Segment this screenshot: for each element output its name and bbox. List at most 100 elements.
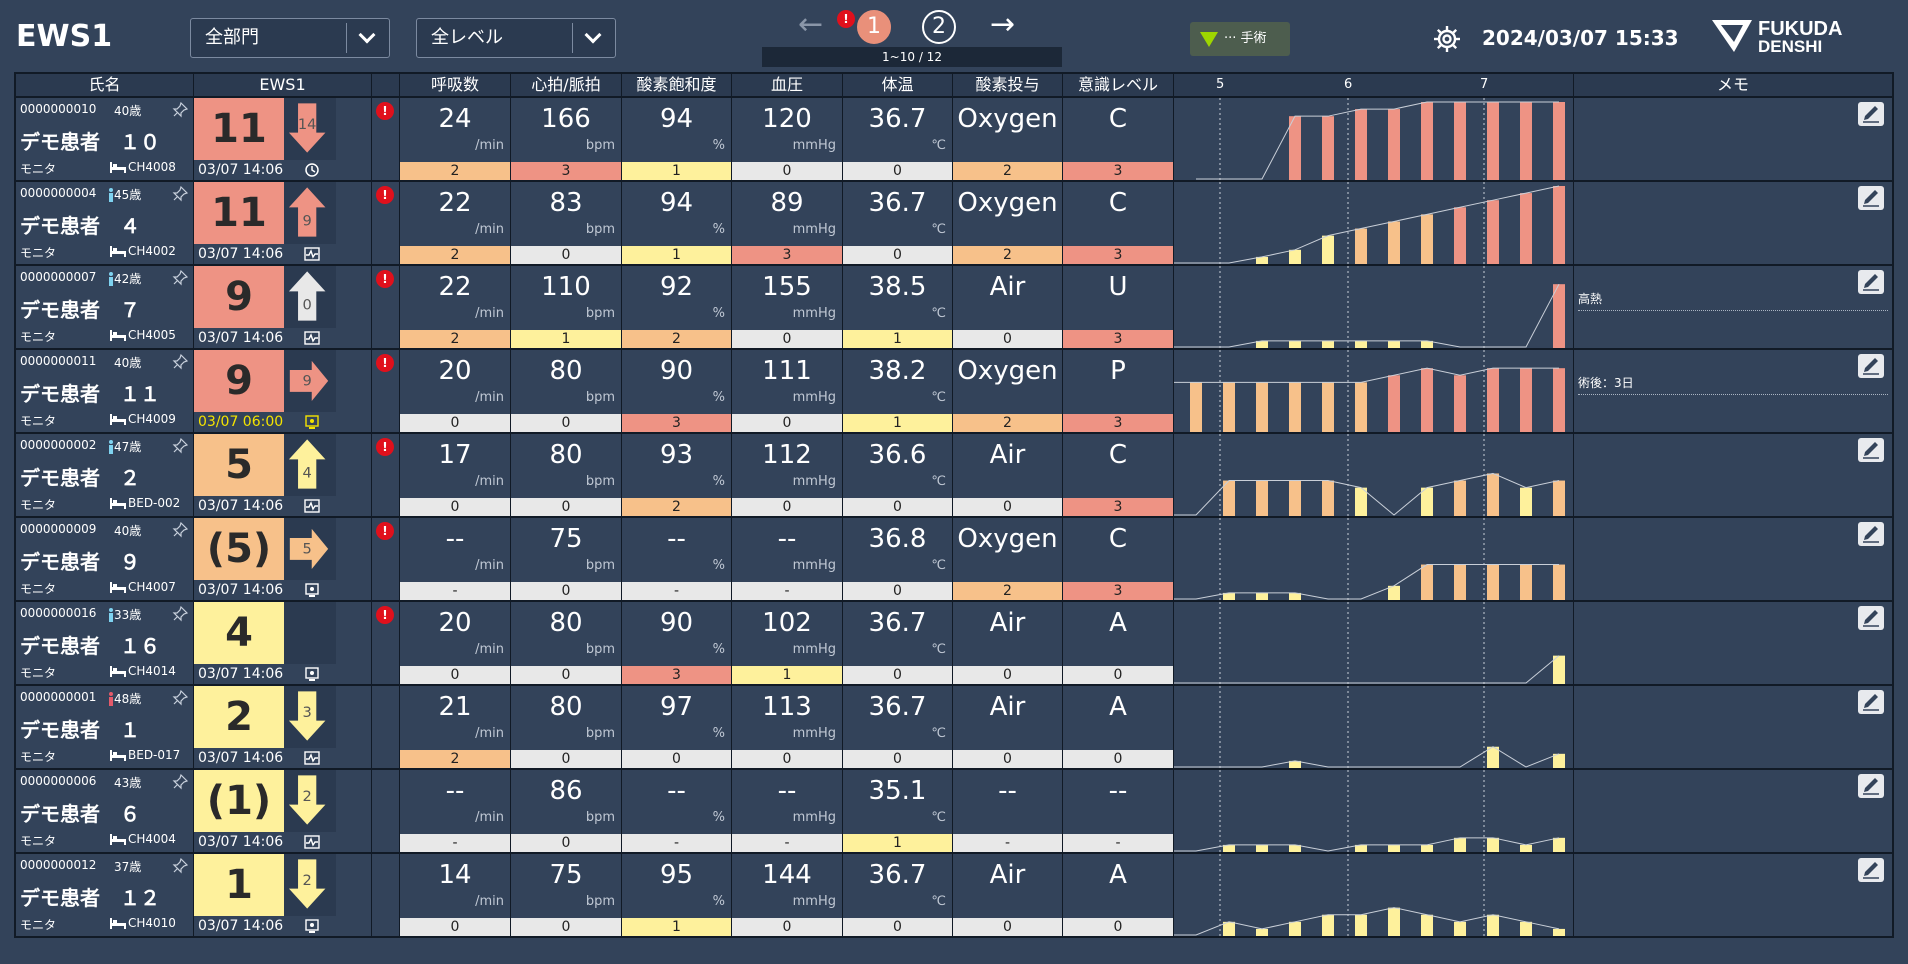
vital-spo2-cell[interactable]: 90% 3 [622, 350, 732, 432]
vital-o2-cell[interactable]: Oxygen 2 [953, 518, 1063, 600]
vital-hr-cell[interactable]: 80 bpm 0 [511, 686, 622, 768]
table-row[interactable]: 0000000012 37歳 デモ患者 １２ モニタ CH4010 1 2 03/… [16, 852, 1892, 936]
col-header-spo2[interactable]: 酸素飽和度 [622, 74, 732, 96]
memo-cell[interactable] [1574, 434, 1892, 516]
pin-icon[interactable] [172, 858, 188, 874]
vital-spo2-cell[interactable]: --% - [622, 770, 732, 852]
edit-pencil-icon[interactable] [1858, 102, 1884, 126]
vital-spo2-cell[interactable]: 94% 1 [622, 98, 732, 180]
department-dropdown[interactable]: 全部門 [190, 18, 390, 58]
ews-cell[interactable]: 11 14 03/07 14:06 [194, 98, 372, 180]
vital-bp-cell[interactable]: 113 mmHg 0 [732, 686, 843, 768]
vital-bp-cell[interactable]: 112 mmHg 0 [732, 434, 843, 516]
vital-spo2-cell[interactable]: 95% 1 [622, 854, 732, 936]
vital-temp-cell[interactable]: 36.7 ℃ 0 [843, 182, 953, 264]
patient-name-cell[interactable]: 0000000009 40歳 デモ患者 ９ モニタ CH4007 [16, 518, 194, 600]
vital-rr-cell[interactable]: 21/min 2 [400, 686, 511, 768]
vital-temp-cell[interactable]: 38.5 ℃ 1 [843, 266, 953, 348]
table-row[interactable]: 0000000011 40歳 デモ患者 １１ モニタ CH4009 9 9 03/… [16, 348, 1892, 432]
pin-icon[interactable] [172, 774, 188, 790]
ews-cell[interactable]: 1 2 03/07 14:06 [194, 854, 372, 936]
patient-name-cell[interactable]: 0000000001 48歳 デモ患者 １ モニタ BED-017 [16, 686, 194, 768]
edit-pencil-icon[interactable] [1858, 354, 1884, 378]
memo-cell[interactable] [1574, 686, 1892, 768]
alert-icon[interactable]: ! [376, 102, 394, 120]
vital-hr-cell[interactable]: 80 bpm 0 [511, 350, 622, 432]
gear-icon[interactable] [1432, 24, 1462, 54]
vital-hr-cell[interactable]: 80 bpm 0 [511, 434, 622, 516]
vital-hr-cell[interactable]: 110 bpm 1 [511, 266, 622, 348]
vital-rr-cell[interactable]: 14/min 0 [400, 854, 511, 936]
alert-icon[interactable]: ! [376, 186, 394, 204]
vital-spo2-cell[interactable]: 97% 0 [622, 686, 732, 768]
vital-o2-cell[interactable]: Oxygen 2 [953, 98, 1063, 180]
vital-temp-cell[interactable]: 36.6 ℃ 0 [843, 434, 953, 516]
vital-bp-cell[interactable]: 144 mmHg 0 [732, 854, 843, 936]
memo-cell[interactable] [1574, 98, 1892, 180]
ews-cell[interactable]: 5 4 03/07 14:06 [194, 434, 372, 516]
pin-icon[interactable] [172, 270, 188, 286]
pin-icon[interactable] [172, 102, 188, 118]
vital-o2-cell[interactable]: Air 0 [953, 854, 1063, 936]
patient-name-cell[interactable]: 0000000012 37歳 デモ患者 １２ モニタ CH4010 [16, 854, 194, 936]
patient-name-cell[interactable]: 0000000010 40歳 デモ患者 １０ モニタ CH4008 [16, 98, 194, 180]
vital-rr-cell[interactable]: 20/min 0 [400, 350, 511, 432]
patient-name-cell[interactable]: 0000000002 47歳 デモ患者 ２ モニタ BED-002 [16, 434, 194, 516]
edit-pencil-icon[interactable] [1858, 522, 1884, 546]
pin-icon[interactable] [172, 186, 188, 202]
vital-bp-cell[interactable]: 102 mmHg 1 [732, 602, 843, 684]
table-row[interactable]: 0000000004 45歳 デモ患者 ４ モニタ CH4002 11 9 03/… [16, 180, 1892, 264]
vital-temp-cell[interactable]: 36.7 ℃ 0 [843, 686, 953, 768]
vital-o2-cell[interactable]: Air 0 [953, 266, 1063, 348]
ews-cell[interactable]: 4 03/07 14:06 [194, 602, 372, 684]
col-header-hr[interactable]: 心拍/脈拍 [511, 74, 622, 96]
table-row[interactable]: 0000000001 48歳 デモ患者 １ モニタ BED-017 2 3 03/… [16, 684, 1892, 768]
alert-icon[interactable]: ! [376, 438, 394, 456]
pin-icon[interactable] [172, 606, 188, 622]
table-row[interactable]: 0000000010 40歳 デモ患者 １０ モニタ CH4008 11 14 0… [16, 96, 1892, 180]
col-header-rr[interactable]: 呼吸数 [400, 74, 511, 96]
vital-rr-cell[interactable]: 22/min 2 [400, 182, 511, 264]
patient-name-cell[interactable]: 0000000016 33歳 デモ患者 １６ モニタ CH4014 [16, 602, 194, 684]
vital-bp-cell[interactable]: 111 mmHg 0 [732, 350, 843, 432]
vital-bp-cell[interactable]: -- mmHg - [732, 518, 843, 600]
edit-pencil-icon[interactable] [1858, 774, 1884, 798]
edit-pencil-icon[interactable] [1858, 186, 1884, 210]
vital-o2-cell[interactable]: Air 0 [953, 602, 1063, 684]
prev-page-arrow-icon[interactable]: ← [798, 7, 824, 42]
vital-spo2-cell[interactable]: 92% 2 [622, 266, 732, 348]
col-header-name[interactable]: 氏名 [16, 74, 194, 96]
alert-icon[interactable]: ! [376, 270, 394, 288]
vital-hr-cell[interactable]: 80 bpm 0 [511, 602, 622, 684]
edit-pencil-icon[interactable] [1858, 858, 1884, 882]
vital-bp-cell[interactable]: 120 mmHg 0 [732, 98, 843, 180]
ews-cell[interactable]: 2 3 03/07 14:06 [194, 686, 372, 768]
patient-name-cell[interactable]: 0000000004 45歳 デモ患者 ４ モニタ CH4002 [16, 182, 194, 264]
vital-temp-cell[interactable]: 35.1 ℃ 1 [843, 770, 953, 852]
memo-cell[interactable] [1574, 518, 1892, 600]
next-page-arrow-icon[interactable]: → [990, 7, 1016, 42]
vital-temp-cell[interactable]: 36.7 ℃ 0 [843, 602, 953, 684]
col-header-loc[interactable]: 意識レベル [1063, 74, 1174, 96]
page-1-button[interactable]: 1 [857, 10, 891, 44]
table-row[interactable]: 0000000002 47歳 デモ患者 ２ モニタ BED-002 5 4 03/… [16, 432, 1892, 516]
memo-cell[interactable] [1574, 770, 1892, 852]
col-header-ews[interactable]: EWS1 [194, 74, 372, 96]
patient-name-cell[interactable]: 0000000007 42歳 デモ患者 ７ モニタ CH4005 [16, 266, 194, 348]
pin-icon[interactable] [172, 438, 188, 454]
alert-icon[interactable]: ! [376, 522, 394, 540]
vital-temp-cell[interactable]: 38.2 ℃ 1 [843, 350, 953, 432]
edit-pencil-icon[interactable] [1858, 270, 1884, 294]
pin-icon[interactable] [172, 522, 188, 538]
col-header-o2[interactable]: 酸素投与 [953, 74, 1063, 96]
table-row[interactable]: 0000000007 42歳 デモ患者 ７ モニタ CH4005 9 0 03/0… [16, 264, 1892, 348]
vital-hr-cell[interactable]: 75 bpm 0 [511, 854, 622, 936]
vital-bp-cell[interactable]: 89 mmHg 3 [732, 182, 843, 264]
memo-cell[interactable] [1574, 602, 1892, 684]
alert-icon[interactable]: ! [376, 606, 394, 624]
vital-temp-cell[interactable]: 36.7 ℃ 0 [843, 98, 953, 180]
